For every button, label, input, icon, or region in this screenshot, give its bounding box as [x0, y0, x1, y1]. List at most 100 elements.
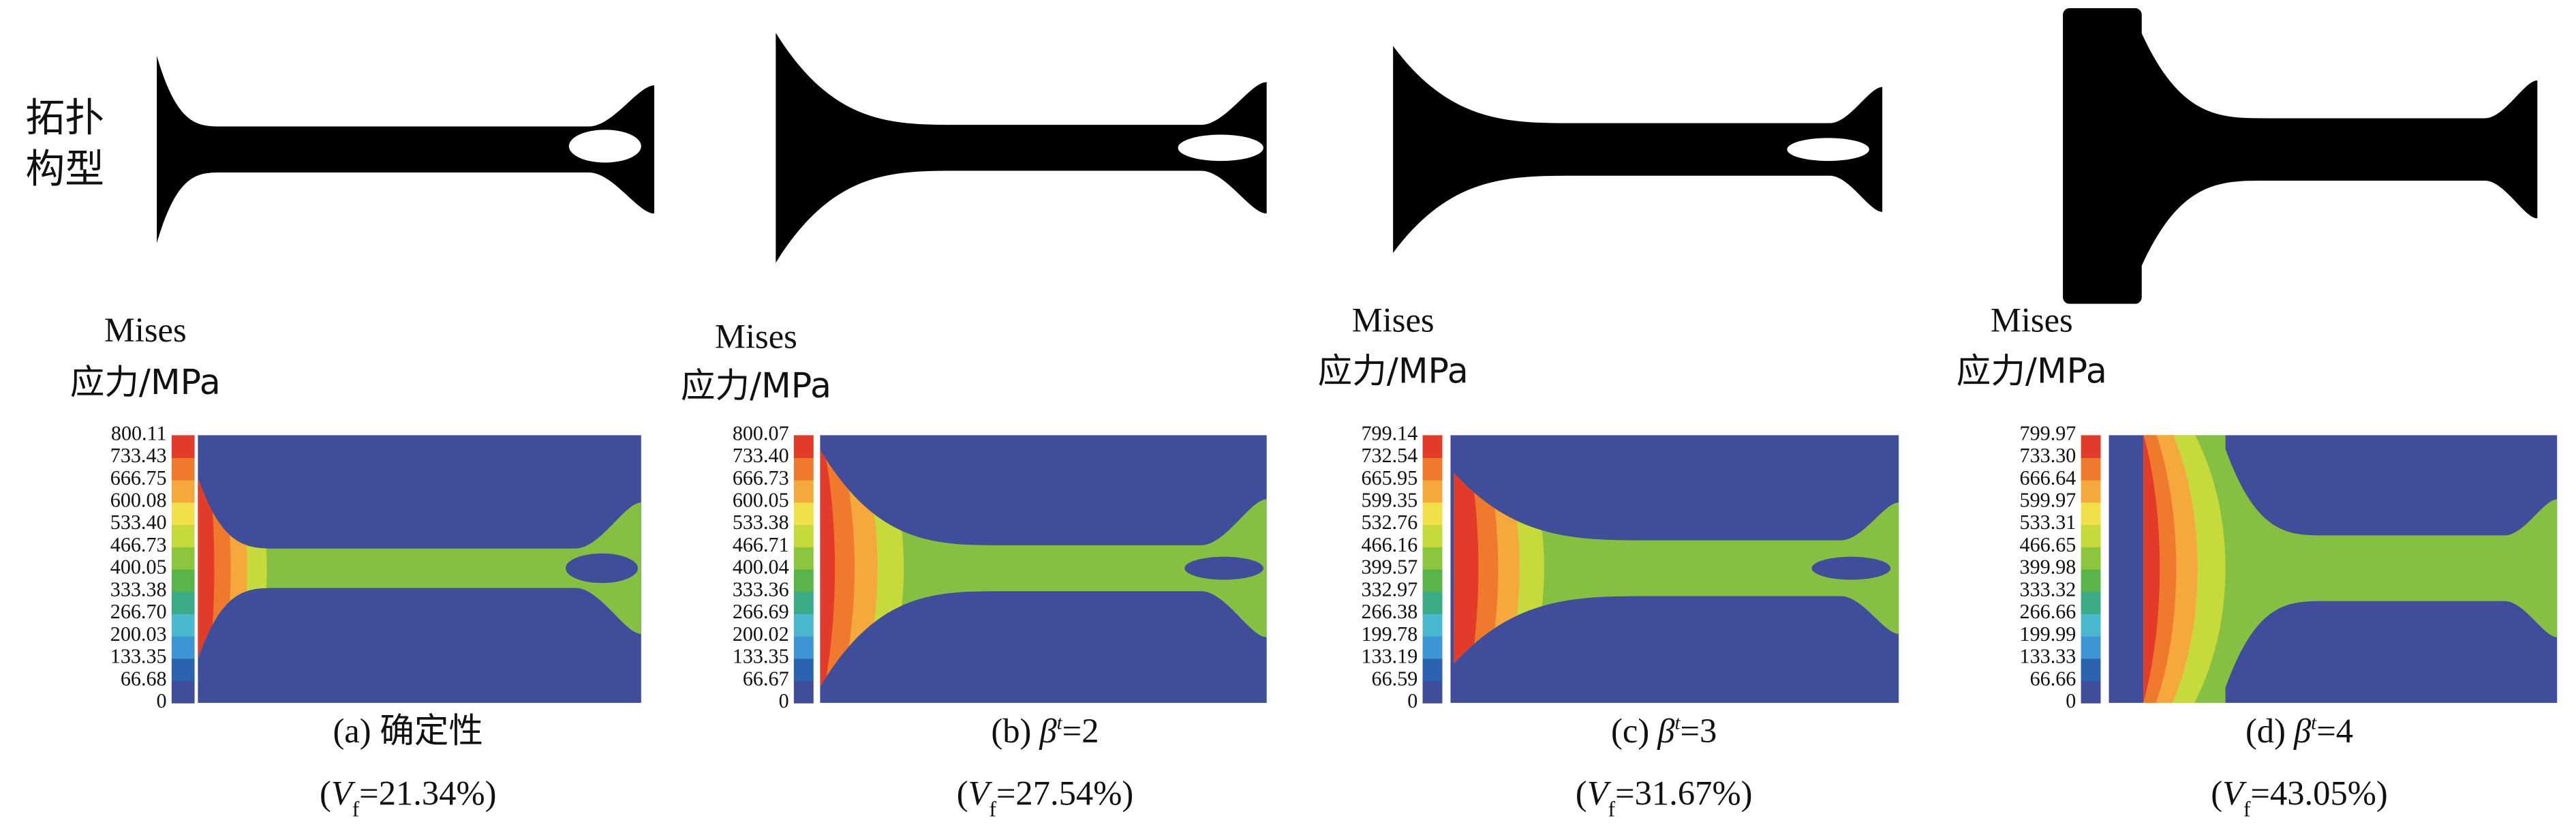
colorbar-tick-label: 133.19	[1362, 645, 1418, 668]
caption-label: (c)	[1611, 712, 1649, 750]
colorbar-cell	[793, 569, 814, 592]
caption: (b) βt=2	[991, 712, 1099, 750]
colorbar-tick-label: 266.69	[733, 600, 789, 623]
caption-superscript: t	[2311, 712, 2317, 734]
colorbar-tick-label: 799.97	[2020, 421, 2076, 444]
plot-hole	[1184, 556, 1263, 580]
vf-value: =43.05%)	[2250, 774, 2387, 812]
vf-open: (	[957, 774, 968, 812]
colorbar-title: Mises	[104, 311, 187, 349]
topology-hole	[1178, 134, 1263, 162]
colorbar-tick-label: 533.31	[2020, 511, 2076, 534]
colorbar-tick-label: 332.97	[1362, 577, 1418, 601]
colorbar-tick-label: 333.36	[733, 577, 789, 601]
colorbar-tick-label: 400.05	[110, 556, 167, 579]
colorbar-tick-label: 200.03	[110, 622, 167, 646]
colorbar-cell	[2081, 614, 2101, 637]
colorbar-cell	[171, 635, 195, 659]
colorbar-cell	[1422, 680, 1443, 704]
colorbar-cell	[1422, 435, 1443, 458]
colorbar-tick-label: 666.75	[110, 466, 167, 489]
colorbar-tick-label: 733.30	[2020, 444, 2076, 467]
colorbar-tick-label: 733.40	[733, 444, 789, 467]
colorbar-cell	[793, 635, 814, 659]
vf-subscript: f	[989, 797, 996, 821]
colorbar-tick-label: 599.97	[2020, 488, 2076, 511]
caption-label: (a) 确定性	[333, 712, 483, 750]
colorbar-tick-label: 200.02	[733, 622, 789, 646]
colorbar-tick-label: 66.67	[743, 667, 789, 690]
caption-symbol: β	[1039, 712, 1057, 750]
colorbar-cell	[793, 435, 814, 458]
colorbar-cell	[793, 457, 814, 481]
colorbar-title: Mises	[1352, 301, 1435, 339]
colorbar-cell	[1422, 547, 1443, 570]
colorbar-cell	[171, 457, 195, 481]
caption-value: =4	[2316, 712, 2353, 750]
colorbar-cell	[793, 547, 814, 570]
topology-hole	[568, 130, 641, 163]
colorbar-title: 应力/MPa	[1957, 350, 2107, 391]
colorbar-tick-label: 66.59	[1372, 667, 1418, 690]
colorbar-cell	[171, 524, 195, 547]
colorbar-tick-label: 333.38	[110, 577, 167, 601]
caption-value: =2	[1062, 712, 1099, 750]
colorbar-tick-label: 133.33	[2020, 645, 2076, 668]
colorbar-tick-label: 333.32	[2020, 577, 2076, 601]
colorbar-cell	[1422, 569, 1443, 592]
colorbar-cell	[171, 680, 195, 704]
colorbar-tick-label: 800.07	[733, 421, 789, 444]
colorbar-cell	[793, 524, 814, 547]
caption-superscript: t	[1674, 712, 1681, 734]
colorbar-tick-label: 799.14	[1362, 421, 1418, 444]
colorbar-cell	[171, 614, 195, 637]
colorbar-tick-label: 733.43	[110, 444, 167, 467]
colorbar-title: 应力/MPa	[1318, 350, 1469, 391]
colorbar-cell	[171, 658, 195, 682]
colorbar-tick-label: 133.35	[110, 645, 167, 668]
topology-shape	[776, 33, 1267, 263]
plot-hole	[566, 553, 638, 584]
vf-open: (	[1576, 774, 1587, 812]
vf-symbol: V	[968, 774, 993, 812]
vf-subscript: f	[1608, 797, 1616, 821]
colorbar-tick-label: 466.16	[1362, 533, 1418, 556]
colorbar-tick-label: 600.08	[110, 488, 167, 511]
topology-hole	[1787, 138, 1869, 162]
colorbar-cell	[2081, 635, 2101, 659]
colorbar-cell	[2081, 502, 2101, 526]
colorbar-tick-label: 599.35	[1362, 488, 1418, 511]
volume-fraction: (Vf=21.34%)	[320, 774, 497, 821]
vf-symbol: V	[2222, 774, 2247, 812]
vf-symbol: V	[331, 774, 356, 812]
colorbar-tick-label: 533.38	[733, 511, 789, 534]
row-label: 构型	[25, 145, 104, 192]
colorbar-tick-label: 199.78	[1362, 622, 1418, 646]
vf-value: =21.34%)	[359, 774, 496, 812]
colorbar-cell	[1422, 635, 1443, 659]
colorbar-cell	[171, 502, 195, 526]
caption-label: (b)	[991, 712, 1031, 750]
topology-block	[2063, 8, 2142, 304]
colorbar-cell	[2081, 547, 2101, 570]
colorbar-title: 应力/MPa	[70, 362, 221, 402]
colorbar-cell	[2081, 524, 2101, 547]
colorbar-tick-label: 600.05	[733, 488, 789, 511]
topology-shape	[157, 55, 655, 243]
caption-symbol: β	[1657, 712, 1675, 750]
colorbar-cell	[2081, 457, 2101, 481]
caption-symbol: β	[2293, 712, 2312, 750]
colorbar-cell	[2081, 435, 2101, 458]
row-label: 拓扑	[25, 95, 104, 141]
vf-subscript: f	[352, 797, 360, 821]
colorbar-title: Mises	[1991, 301, 2073, 339]
colorbar-tick-label: 666.73	[733, 466, 789, 489]
colorbar-tick-label: 466.73	[110, 533, 167, 556]
colorbar-tick-label: 266.38	[1362, 600, 1418, 623]
vf-value: =31.67%)	[1615, 774, 1752, 812]
colorbar-cell	[171, 435, 195, 458]
vf-value: =27.54%)	[996, 774, 1133, 812]
colorbar-tick-label: 0	[779, 689, 789, 712]
